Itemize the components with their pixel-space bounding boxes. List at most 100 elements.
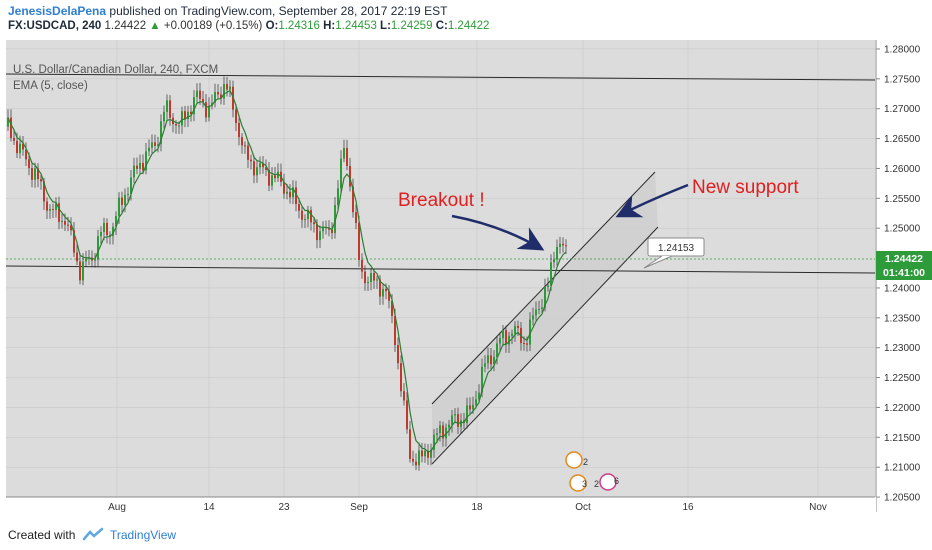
candle-body (49, 209, 51, 211)
candle-body (307, 210, 309, 220)
event-count: 3 (582, 479, 587, 489)
x-tick-label: Oct (575, 502, 591, 513)
breakout-arrow[interactable] (451, 214, 545, 251)
candle-body (430, 449, 432, 458)
candle-body (442, 425, 444, 439)
candle-body (301, 210, 303, 220)
tradingview-logo-icon (82, 527, 104, 541)
candle-body (202, 98, 204, 103)
candle-body (544, 287, 546, 308)
candle-body (160, 121, 162, 145)
candle-body (187, 111, 189, 120)
candle-body (310, 210, 312, 223)
x-tick-label: 18 (471, 502, 483, 513)
candle-body (70, 225, 72, 231)
candle-body (295, 187, 297, 205)
instrument-legend: U.S. Dollar/Canadian Dollar, 240, FXCM (13, 64, 218, 76)
candle-body (337, 188, 339, 206)
candle-body (394, 315, 396, 346)
candle-body (358, 222, 360, 260)
candle-body (133, 165, 135, 178)
price-label-box[interactable]: 1.24153 (643, 237, 705, 269)
candles (7, 76, 567, 471)
candle-body (151, 142, 153, 148)
support-line[interactable] (5, 265, 876, 274)
support-label[interactable]: New support (692, 177, 799, 198)
candle-body (28, 159, 30, 169)
candle-body (145, 151, 147, 171)
candle-body (115, 216, 117, 227)
candle-body (490, 355, 492, 365)
price-chart[interactable]: 1.28000 1.27500 1.27000 1.26500 1.26000 1.255… (0, 0, 932, 520)
flag-us-icon (565, 451, 583, 469)
y-tick-label: 1.22500 (884, 373, 921, 384)
candle-body (175, 124, 177, 126)
candle-body (31, 168, 33, 180)
event-markers[interactable]: 2 3 2 6 (565, 451, 619, 492)
candle-body (226, 83, 228, 90)
y-tick-label: 1.21000 (884, 463, 921, 474)
candle-body (58, 203, 60, 222)
y-tick-label: 1.22000 (884, 403, 921, 414)
candle-body (79, 261, 81, 281)
candle-body (526, 343, 528, 345)
candle-body (37, 168, 39, 180)
candle-body (235, 109, 237, 123)
event-count: 2 (583, 457, 588, 467)
candle-body (352, 186, 354, 213)
candle-body (229, 86, 231, 90)
x-tick-label: Sep (350, 502, 368, 513)
candle-body (103, 222, 105, 233)
ema-legend: EMA (5, close) (13, 80, 88, 92)
candle-body (397, 345, 399, 364)
candle-body (208, 105, 210, 118)
candle-body (481, 366, 483, 393)
candle-body (331, 229, 333, 234)
time-axis[interactable]: Aug 14 23 Sep 18 Oct 16 Nov (0, 496, 876, 515)
candle-body (298, 204, 300, 211)
support-arrow[interactable] (615, 183, 689, 218)
x-tick-label: Aug (108, 502, 126, 513)
candle-body (124, 194, 126, 205)
candle-body (505, 330, 507, 345)
candle-body (100, 232, 102, 237)
candle-body (502, 330, 504, 339)
candle-body (241, 137, 243, 146)
candle-body (85, 258, 87, 262)
candle-body (415, 461, 417, 466)
candle-body (19, 143, 21, 154)
breakout-label[interactable]: Breakout ! (398, 190, 485, 211)
candle-body (484, 363, 486, 367)
candle-body (286, 191, 288, 194)
candle-body (319, 231, 321, 241)
candle-body (349, 166, 351, 187)
resistance-line[interactable] (5, 73, 876, 81)
candle-body (40, 179, 42, 182)
author-link[interactable]: JenesisDelaPena (8, 4, 107, 18)
candle-body (127, 194, 129, 196)
candle-body (367, 282, 369, 284)
candle-body (163, 111, 165, 122)
last-price: 1.24422 (104, 20, 147, 32)
y-tick-label: 1.27500 (884, 74, 921, 85)
candle-body (454, 414, 456, 416)
candle-body (169, 100, 171, 118)
countdown-tag: 01:41:00 (876, 266, 932, 280)
open-value: 1.24316 (278, 20, 320, 32)
candle-body (361, 259, 363, 272)
candle-body (121, 197, 123, 205)
candle-body (448, 424, 450, 428)
tradingview-brand-link[interactable]: TradingView (110, 528, 177, 542)
candle-body (118, 197, 120, 217)
candle-body (181, 111, 183, 126)
candle-body (487, 355, 489, 364)
candle-body (472, 404, 474, 410)
candle-body (553, 259, 555, 263)
x-tick-label: Nov (809, 502, 827, 513)
candle-body (250, 159, 252, 162)
ohlc-line: FX:USDCAD, 240 1.24422 ▲ +0.00189 (+0.15… (8, 20, 489, 32)
candle-body (178, 125, 180, 127)
candle-body (439, 425, 441, 434)
channel-lower-line[interactable] (431, 226, 659, 465)
candle-body (379, 279, 381, 297)
